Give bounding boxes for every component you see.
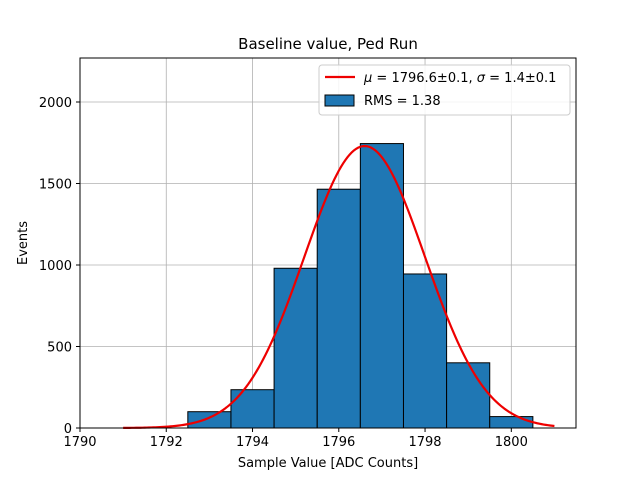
histogram-bar-7 (489, 416, 534, 429)
y-tick-label-1: 500 (47, 341, 72, 356)
x-tick-label-5: 1800 (495, 435, 528, 450)
legend-rms-label: RMS = 1.38 (364, 94, 441, 109)
x-tick-label-1: 1792 (150, 435, 183, 450)
legend: μ = 1796.6±0.1, σ = 1.4±0.1 RMS = 1.38 (318, 64, 571, 116)
x-tick-label-4: 1798 (408, 435, 441, 450)
y-axis-ticks: 0 500 1000 1500 2000 (39, 96, 80, 437)
legend-fit-label: μ = 1796.6±0.1, σ = 1.4±0.1 (363, 71, 556, 86)
legend-sigma-value: = 1.4±0.1 (485, 71, 556, 86)
y-tick-label-0: 0 (64, 422, 72, 437)
y-axis-label: Events (16, 221, 31, 265)
x-axis-ticks: 1790 1792 1794 1796 1798 1800 (63, 428, 528, 450)
legend-mu-value: = 1796.6±0.1, (372, 71, 476, 86)
gaussian-fit-curve (123, 144, 555, 430)
histogram-bar-6 (446, 362, 491, 429)
legend-sigma-symbol: σ (477, 71, 486, 86)
plot-frame (79, 57, 577, 429)
histogram-bar-1 (230, 389, 275, 429)
y-tick-label-4: 2000 (39, 96, 72, 111)
x-tick-label-3: 1796 (322, 435, 355, 450)
x-tick-label-0: 1790 (63, 435, 96, 450)
chart-title: Baseline value, Ped Run (238, 35, 418, 53)
legend-mu-symbol: μ (363, 71, 372, 86)
x-axis-label: Sample Value [ADC Counts] (238, 456, 418, 471)
histogram-bar-2 (273, 267, 318, 429)
histogram-bar-3 (316, 188, 361, 429)
histogram-bar-0 (187, 411, 232, 429)
y-tick-label-3: 1500 (39, 178, 72, 193)
y-tick-label-2: 1000 (39, 259, 72, 274)
legend-box (318, 64, 571, 116)
x-tick-label-2: 1794 (236, 435, 269, 450)
fit-curve-group (123, 144, 555, 430)
legend-rms-swatch (324, 94, 355, 107)
